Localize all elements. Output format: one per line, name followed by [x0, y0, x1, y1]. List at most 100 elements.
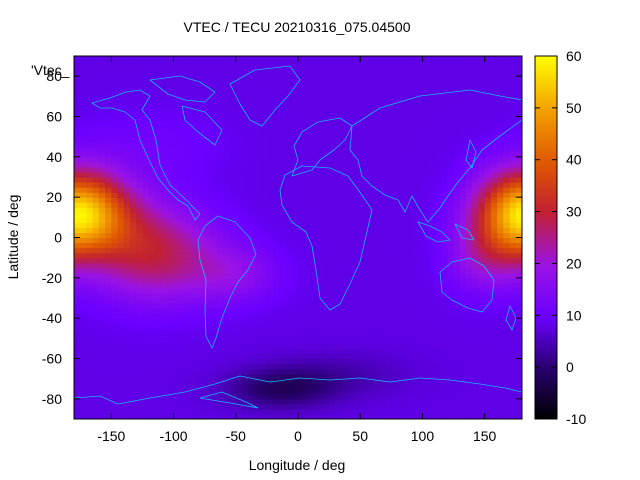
heatmap-cell — [397, 277, 405, 284]
heatmap-cell — [242, 182, 249, 188]
heatmap-cell — [229, 91, 237, 97]
heatmap-cell — [98, 217, 106, 223]
heatmap-cell — [260, 136, 268, 143]
heatmap-cell — [248, 398, 256, 405]
heatmap-cell — [354, 257, 361, 264]
heatmap-cell — [117, 136, 125, 143]
heatmap-cell — [117, 348, 125, 355]
heatmap-cell — [484, 408, 492, 415]
heatmap-cell — [347, 66, 355, 72]
heatmap-cell — [428, 388, 436, 395]
heatmap-cell — [391, 338, 399, 344]
heatmap-cell — [279, 408, 287, 415]
heatmap-cell — [478, 318, 486, 324]
heatmap-cell — [310, 101, 318, 108]
heatmap-cell — [266, 217, 274, 223]
heatmap-cell — [322, 171, 330, 178]
heatmap-cell — [273, 111, 280, 118]
heatmap-cell — [341, 257, 349, 264]
heatmap-cell — [198, 287, 206, 294]
heatmap-cell — [242, 151, 249, 158]
heatmap-cell — [192, 303, 200, 309]
heatmap-cell — [242, 86, 249, 92]
heatmap-cell — [378, 197, 386, 203]
heatmap-cell — [148, 257, 156, 264]
heatmap-cell — [459, 308, 467, 314]
heatmap-cell — [111, 292, 119, 299]
heatmap-cell — [204, 166, 212, 173]
heatmap-cell — [366, 227, 374, 234]
heatmap-cell — [80, 257, 88, 264]
heatmap-cell — [335, 192, 343, 198]
heatmap-cell — [186, 66, 193, 72]
heatmap-cell — [248, 121, 256, 128]
heatmap-cell — [235, 363, 243, 370]
heatmap-cell — [347, 111, 355, 118]
heatmap-cell — [322, 282, 330, 289]
heatmap-cell — [279, 393, 287, 400]
heatmap-cell — [372, 197, 380, 203]
heatmap-cell — [304, 313, 312, 319]
heatmap-cell — [260, 292, 268, 299]
heatmap-cell — [385, 368, 392, 375]
heatmap-cell — [472, 408, 480, 415]
heatmap-cell — [441, 126, 448, 133]
heatmap-cell — [273, 338, 280, 344]
heatmap-cell — [403, 192, 411, 198]
heatmap-cell — [422, 267, 430, 274]
heatmap-cell — [316, 353, 324, 360]
heatmap-cell — [466, 388, 473, 395]
heatmap-cell — [105, 106, 112, 113]
heatmap-cell — [347, 76, 355, 82]
heatmap-cell — [410, 136, 417, 143]
heatmap-cell — [316, 66, 324, 72]
heatmap-cell — [266, 247, 274, 254]
heatmap-cell — [248, 187, 256, 193]
heatmap-cell — [130, 338, 137, 344]
heatmap-cell — [192, 187, 200, 193]
heatmap-cell — [335, 247, 343, 254]
heatmap-cell — [80, 131, 88, 138]
heatmap-cell — [130, 217, 137, 223]
heatmap-cell — [403, 131, 411, 138]
heatmap-cell — [204, 398, 212, 405]
heatmap-cell — [416, 333, 424, 339]
heatmap-cell — [248, 298, 256, 304]
heatmap-cell — [136, 287, 144, 294]
heatmap-cell — [385, 308, 392, 314]
heatmap-cell — [484, 116, 492, 123]
heatmap-cell — [186, 166, 193, 173]
heatmap-cell — [372, 303, 380, 309]
heatmap-cell — [385, 247, 392, 254]
heatmap-cell — [466, 257, 473, 264]
heatmap-cell — [235, 146, 243, 153]
heatmap-cell — [210, 61, 218, 67]
heatmap-cell — [385, 257, 392, 264]
heatmap-cell — [484, 308, 492, 314]
heatmap-cell — [503, 323, 511, 329]
heatmap-cell — [410, 287, 417, 294]
heatmap-cell — [136, 368, 144, 375]
heatmap-cell — [310, 393, 318, 400]
heatmap-cell — [86, 242, 94, 249]
heatmap-cell — [354, 81, 361, 87]
heatmap-cell — [266, 182, 274, 188]
heatmap-cell — [378, 363, 386, 370]
heatmap-cell — [248, 161, 256, 168]
heatmap-cell — [391, 303, 399, 309]
heatmap-cell — [285, 358, 293, 365]
heatmap-cell — [136, 237, 144, 244]
heatmap-cell — [341, 207, 349, 213]
heatmap-cell — [316, 303, 324, 309]
heatmap-cell — [466, 323, 473, 329]
heatmap-cell — [329, 131, 336, 138]
heatmap-cell — [229, 328, 237, 334]
heatmap-cell — [453, 111, 461, 118]
heatmap-cell — [304, 247, 312, 254]
heatmap-cell — [490, 353, 498, 360]
heatmap-cell — [198, 96, 206, 102]
heatmap-cell — [441, 237, 448, 244]
heatmap-cell — [497, 136, 504, 143]
heatmap-cell — [142, 202, 150, 208]
heatmap-cell — [161, 96, 168, 102]
